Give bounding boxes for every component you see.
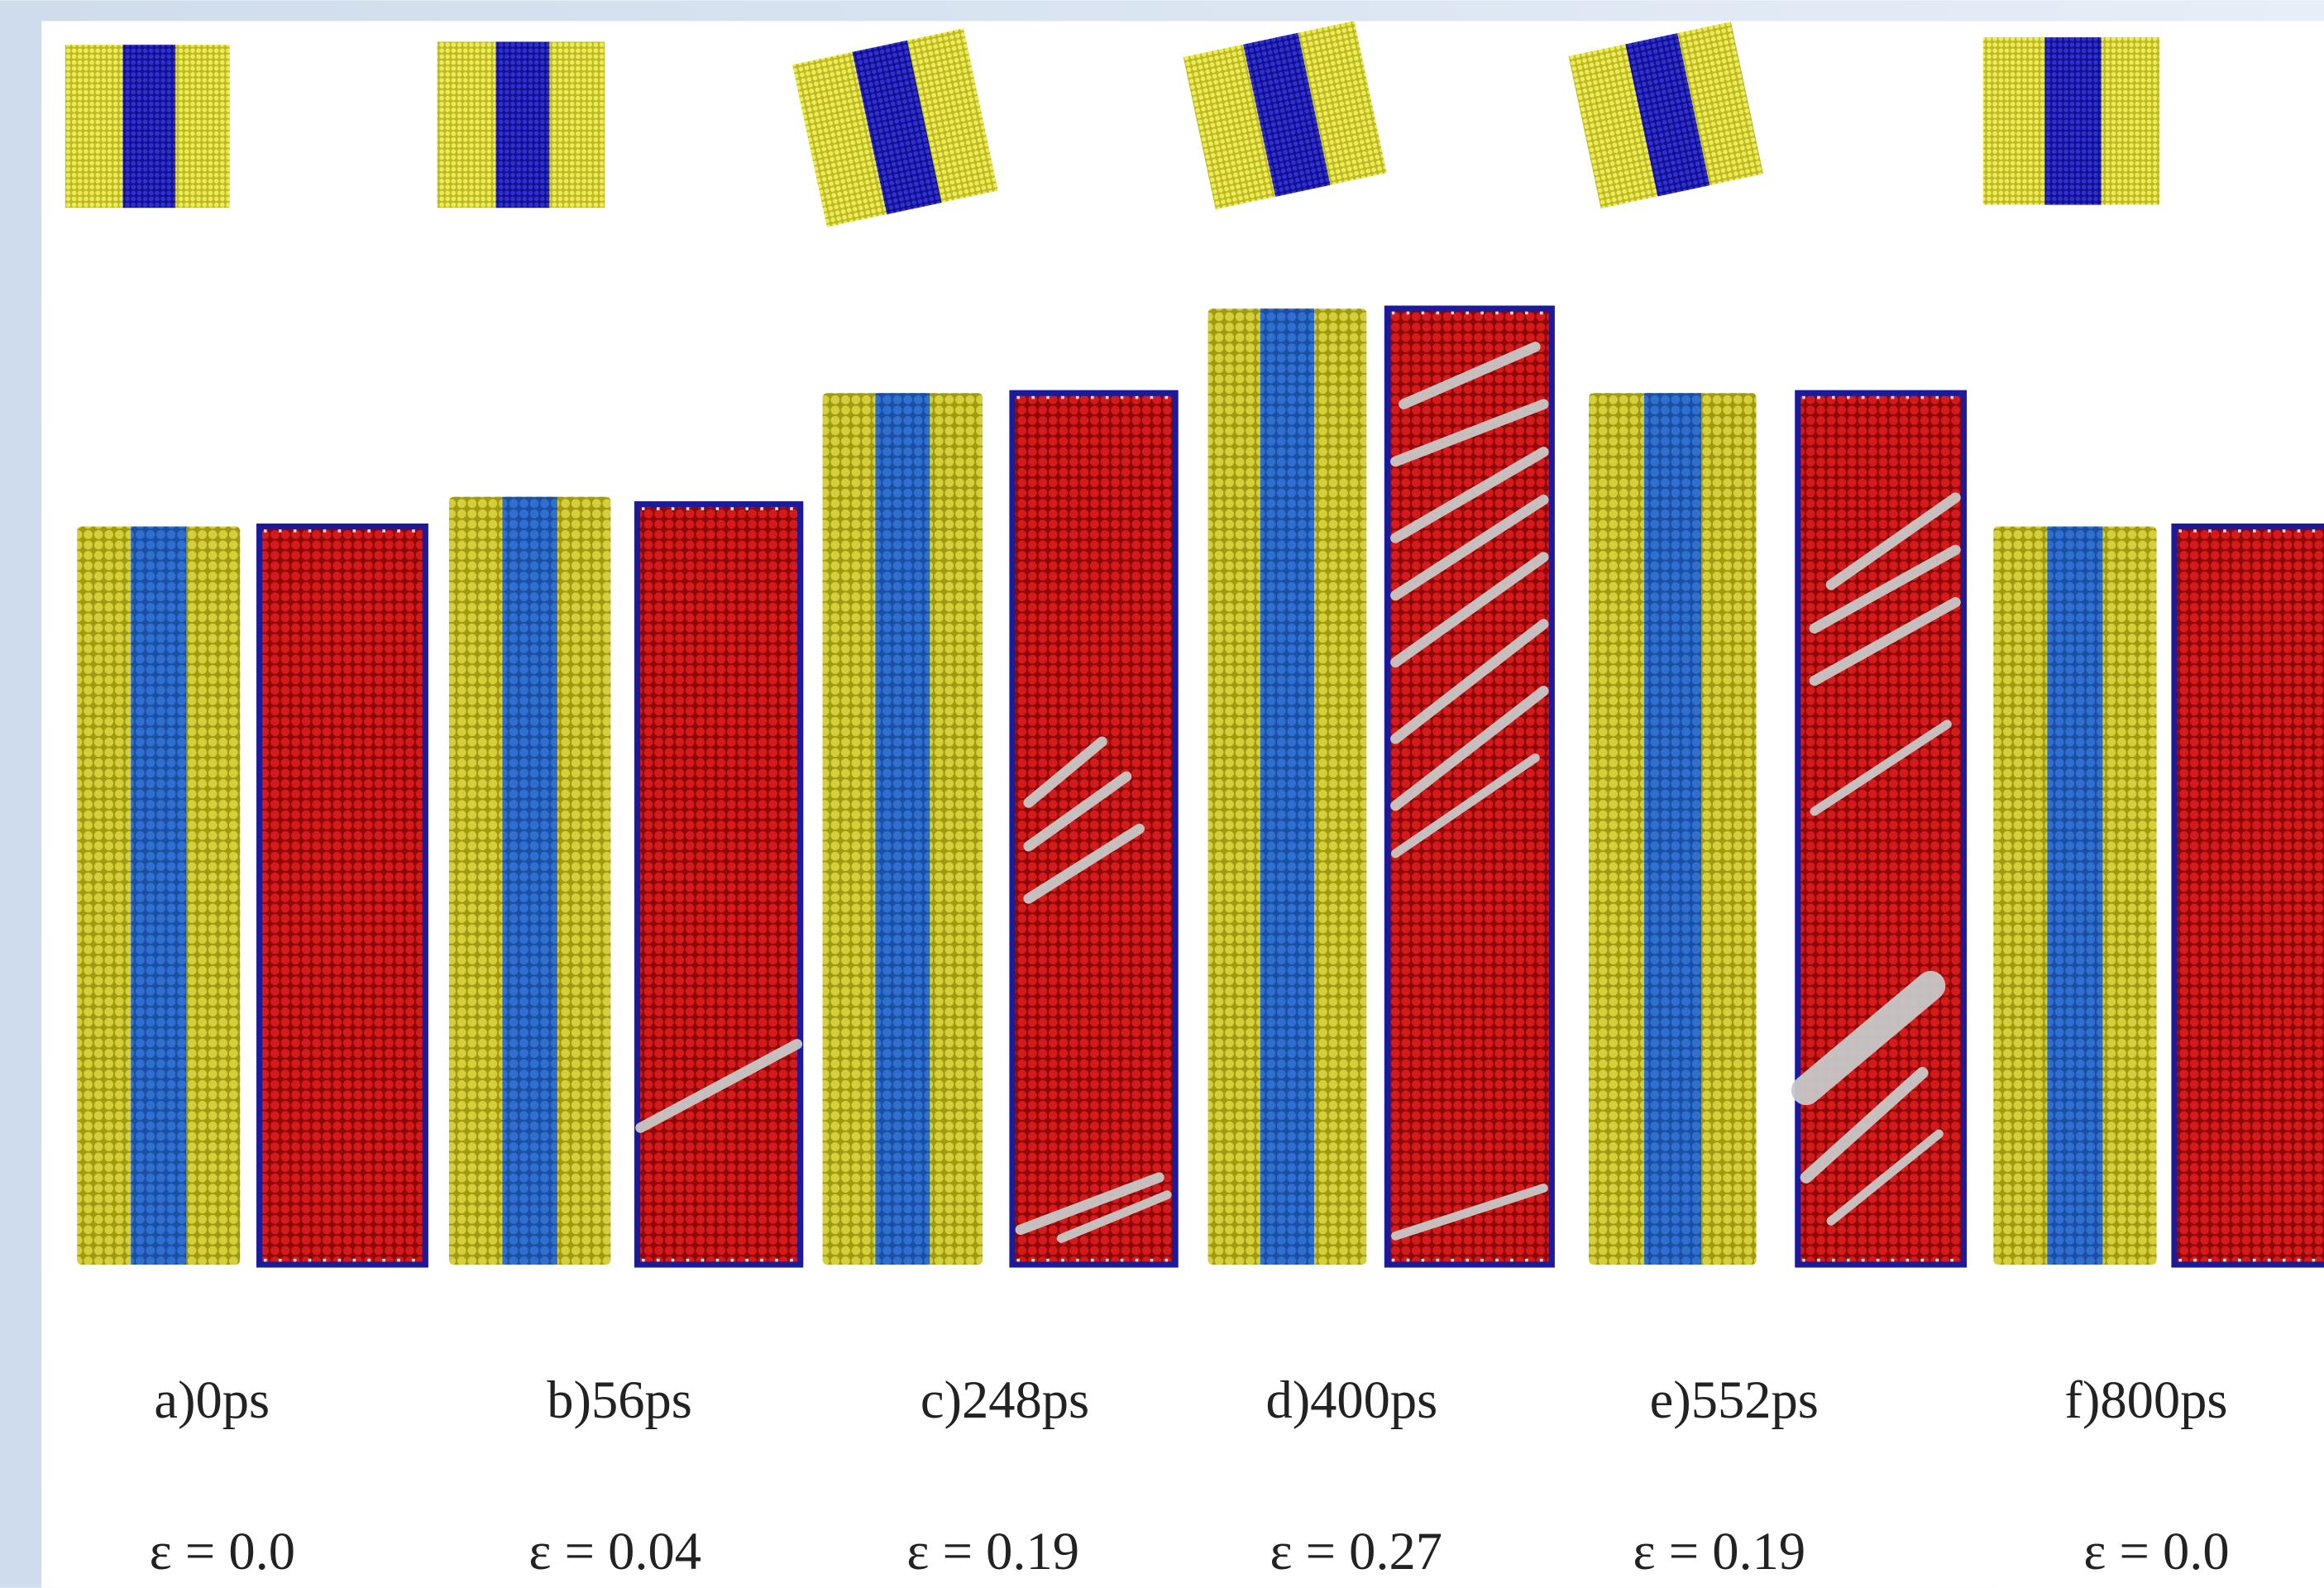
blue-column — [875, 393, 930, 1265]
blue-column — [1644, 393, 1701, 1265]
panel-label: d)400ps — [1265, 1370, 1437, 1429]
red-block — [260, 527, 426, 1265]
red-block — [1012, 393, 1175, 1265]
panel-label: c)248ps — [921, 1370, 1089, 1429]
blue-layer — [122, 45, 175, 208]
strain-label: ε = 0.19 — [906, 1522, 1079, 1581]
top-snapshot — [792, 28, 998, 227]
panel-label: e)552ps — [1650, 1370, 1819, 1429]
top-snapshot — [438, 42, 605, 208]
blue-column — [1260, 309, 1314, 1265]
figure: a)0ps ε = 0.0 b)56ps ε = 0.04 c)248ps ε = 0.1… — [0, 0, 2324, 1588]
top-snapshot — [1983, 37, 2159, 205]
blue-layer — [2044, 37, 2101, 205]
strain-label: ε = 0.19 — [1633, 1522, 1806, 1581]
strain-label: ε = 0.0 — [150, 1522, 295, 1581]
strain-label: ε = 0.0 — [2083, 1522, 2229, 1581]
red-block — [638, 505, 801, 1265]
blue-column — [2047, 527, 2102, 1265]
red-block — [2174, 527, 2324, 1265]
blue-column — [131, 527, 186, 1265]
blue-layer — [496, 42, 550, 208]
panel-label: f)800ps — [2064, 1370, 2227, 1429]
panel-label: a)0ps — [154, 1370, 270, 1429]
strain-label: ε = 0.04 — [528, 1522, 701, 1581]
panel-label: b)56ps — [547, 1370, 692, 1429]
top-snapshot — [65, 45, 230, 208]
strain-label: ε = 0.27 — [1270, 1522, 1442, 1581]
blue-column — [502, 497, 557, 1265]
